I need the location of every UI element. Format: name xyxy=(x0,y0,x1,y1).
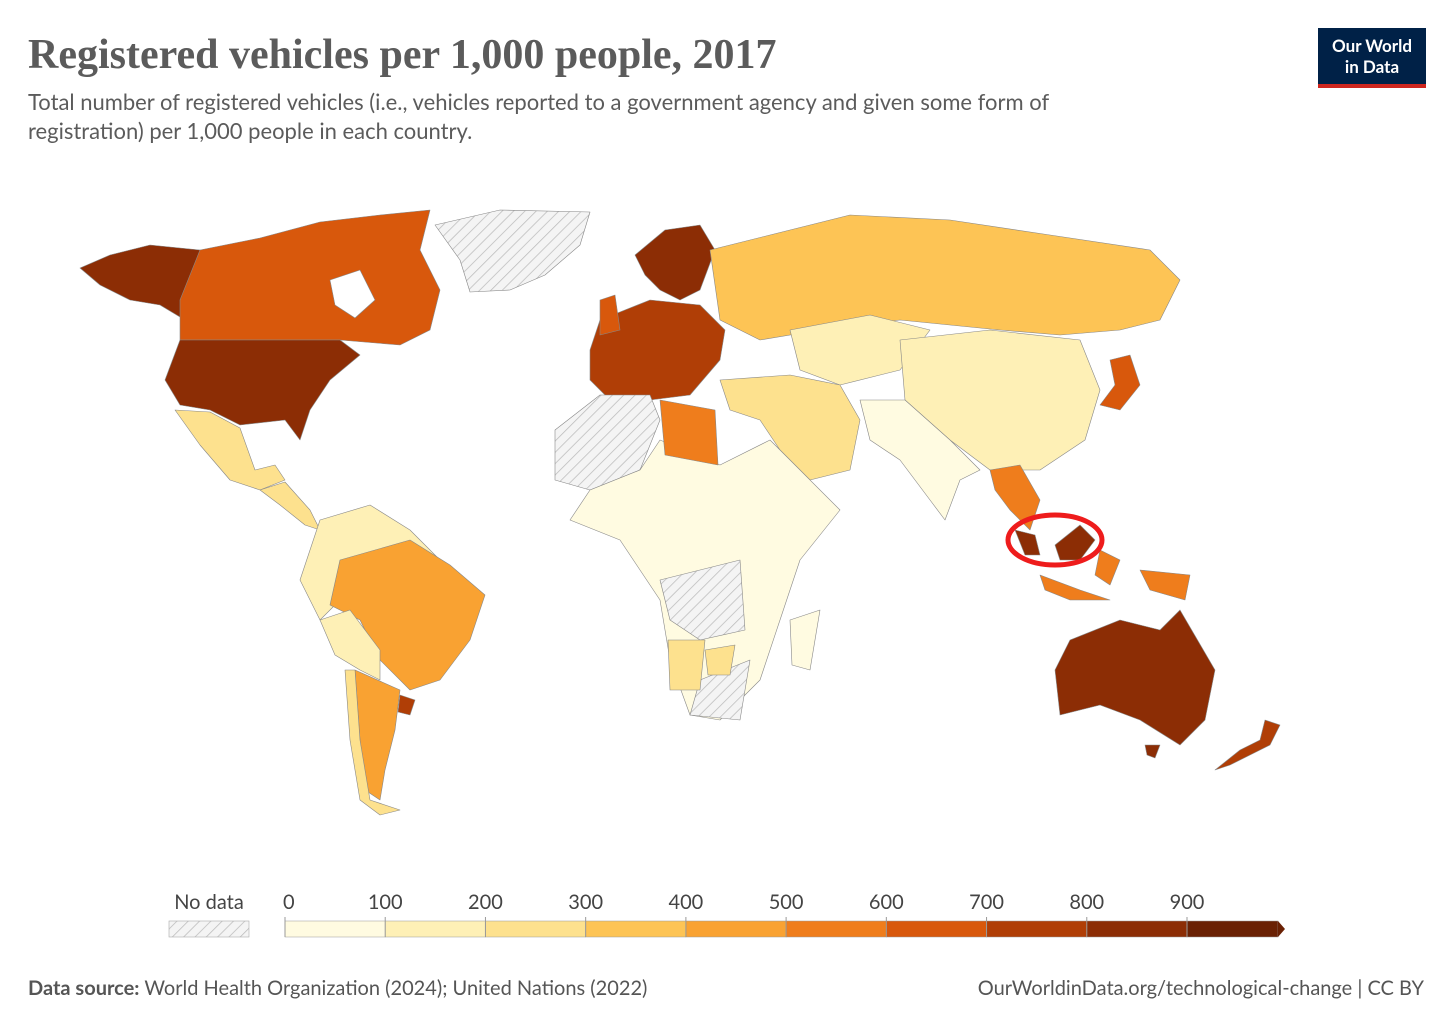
subtitle: Total number of registered vehicles (i.e… xyxy=(28,88,1049,115)
uk xyxy=(599,294,621,336)
chile xyxy=(344,669,401,816)
europe xyxy=(589,299,726,401)
japan xyxy=(1099,354,1141,411)
legend-bin xyxy=(886,920,987,938)
title: Registered vehicles per 1,000 people, 20… xyxy=(28,32,777,78)
legend-bin xyxy=(1086,920,1188,938)
legend-tick-label: 600 xyxy=(869,890,904,914)
sahara-nodata xyxy=(554,394,661,491)
mainland-sea xyxy=(989,464,1041,531)
australia xyxy=(1054,609,1216,746)
legend-bin xyxy=(485,920,586,938)
legend-tick-label: 100 xyxy=(368,890,403,914)
nordics xyxy=(634,224,716,301)
uruguay xyxy=(397,694,416,716)
legend-bin xyxy=(284,920,386,938)
legend-tick-label: 800 xyxy=(1069,890,1104,914)
legend-tick-label: 300 xyxy=(568,890,603,914)
legend-bin xyxy=(785,920,887,938)
libya xyxy=(659,399,719,466)
logo-text: Our World xyxy=(1332,35,1412,56)
central-africa-nodata xyxy=(659,559,751,721)
madagascar xyxy=(789,609,821,671)
no-data-swatch xyxy=(168,920,250,938)
new-zealand xyxy=(1214,719,1281,771)
legend-arrow xyxy=(1278,921,1285,937)
greenland xyxy=(434,209,591,293)
legend-tick-label: 400 xyxy=(668,890,703,914)
logo: Our World in Data xyxy=(1318,28,1426,88)
legend-bin xyxy=(1186,920,1279,938)
legend-tick-label: 0 xyxy=(283,890,295,914)
legend-bin xyxy=(585,920,687,938)
middle-east xyxy=(719,374,861,481)
indonesia xyxy=(1039,549,1191,601)
highlight-circle xyxy=(1005,512,1105,568)
logo-text: in Data xyxy=(1345,56,1399,77)
legend-tick-label: 200 xyxy=(468,890,503,914)
legend-tick-label: 900 xyxy=(1170,890,1205,914)
legend-bin xyxy=(685,920,787,938)
hudson-bay xyxy=(329,269,376,319)
legend-tick-label: 500 xyxy=(769,890,804,914)
canada xyxy=(179,209,441,346)
legend-bin xyxy=(986,920,1088,938)
usa xyxy=(164,339,361,441)
central-america xyxy=(259,481,321,531)
central-asia xyxy=(789,314,931,386)
russia xyxy=(709,214,1181,341)
world-map xyxy=(79,209,1281,816)
malaysia xyxy=(1014,524,1096,561)
url: OurWorldinData.org/technological-change … xyxy=(978,976,1425,1000)
tasmania xyxy=(1144,744,1161,759)
legend-bin xyxy=(384,920,486,938)
mexico xyxy=(174,409,286,491)
bolivia-peru xyxy=(319,609,381,681)
subtitle: registration) per 1,000 people in each c… xyxy=(28,117,472,144)
southern-africa xyxy=(667,639,736,691)
legend: No data 0 100 200 300 400 500 600 700 800 900 xyxy=(168,890,1285,938)
source: Data source: World Health Organization (… xyxy=(28,976,647,1000)
south-asia xyxy=(859,399,981,521)
legend-tick-label: 700 xyxy=(969,890,1004,914)
source-text: World Health Organization (2024); United… xyxy=(144,976,647,1000)
source-label: Data source: xyxy=(28,976,139,1000)
no-data-label: No data xyxy=(174,890,244,914)
